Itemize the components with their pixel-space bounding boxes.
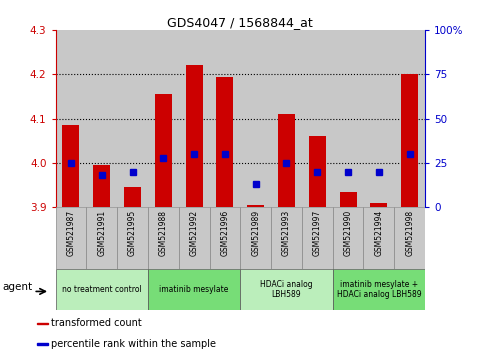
Bar [117, 207, 148, 269]
Bar [210, 207, 240, 269]
Bar [148, 269, 241, 310]
Text: imatinib mesylate +
HDACi analog LBH589: imatinib mesylate + HDACi analog LBH589 [337, 280, 421, 299]
Text: GSM521990: GSM521990 [343, 210, 353, 256]
Bar [302, 207, 333, 269]
Bar [56, 207, 86, 269]
Bar [124, 187, 141, 207]
Text: GSM521998: GSM521998 [405, 210, 414, 256]
Bar [240, 269, 333, 310]
Bar [216, 76, 233, 207]
Bar [179, 207, 210, 269]
Text: percentile rank within the sample: percentile rank within the sample [51, 339, 216, 349]
Text: no treatment control: no treatment control [62, 285, 142, 294]
Bar [370, 202, 387, 207]
Bar [278, 114, 295, 207]
Bar [37, 343, 48, 345]
Text: GSM521994: GSM521994 [374, 210, 384, 256]
Text: GSM521997: GSM521997 [313, 210, 322, 256]
Text: GSM521992: GSM521992 [190, 210, 199, 256]
Bar [340, 192, 356, 207]
Bar [401, 74, 418, 207]
Bar [185, 65, 202, 207]
Text: imatinib mesylate: imatinib mesylate [159, 285, 229, 294]
Text: GSM521988: GSM521988 [159, 210, 168, 256]
Text: GSM521995: GSM521995 [128, 210, 137, 256]
Bar [37, 322, 48, 324]
Bar [148, 207, 179, 269]
Bar [309, 136, 326, 207]
Bar [93, 165, 110, 207]
Bar [56, 269, 148, 310]
Bar [394, 207, 425, 269]
Bar [333, 269, 425, 310]
Text: transformed count: transformed count [51, 319, 142, 329]
Bar [62, 125, 79, 207]
Bar [240, 207, 271, 269]
Bar [364, 207, 394, 269]
Bar [86, 207, 117, 269]
Text: GSM521989: GSM521989 [251, 210, 260, 256]
Text: HDACi analog
LBH589: HDACi analog LBH589 [260, 280, 313, 299]
Title: GDS4047 / 1568844_at: GDS4047 / 1568844_at [168, 16, 313, 29]
Text: agent: agent [3, 282, 33, 292]
Bar [155, 94, 172, 207]
Text: GSM521996: GSM521996 [220, 210, 229, 256]
Bar [271, 207, 302, 269]
Text: GSM521987: GSM521987 [67, 210, 75, 256]
Bar [247, 205, 264, 207]
Text: GSM521991: GSM521991 [97, 210, 106, 256]
Text: GSM521993: GSM521993 [282, 210, 291, 256]
Bar [333, 207, 364, 269]
